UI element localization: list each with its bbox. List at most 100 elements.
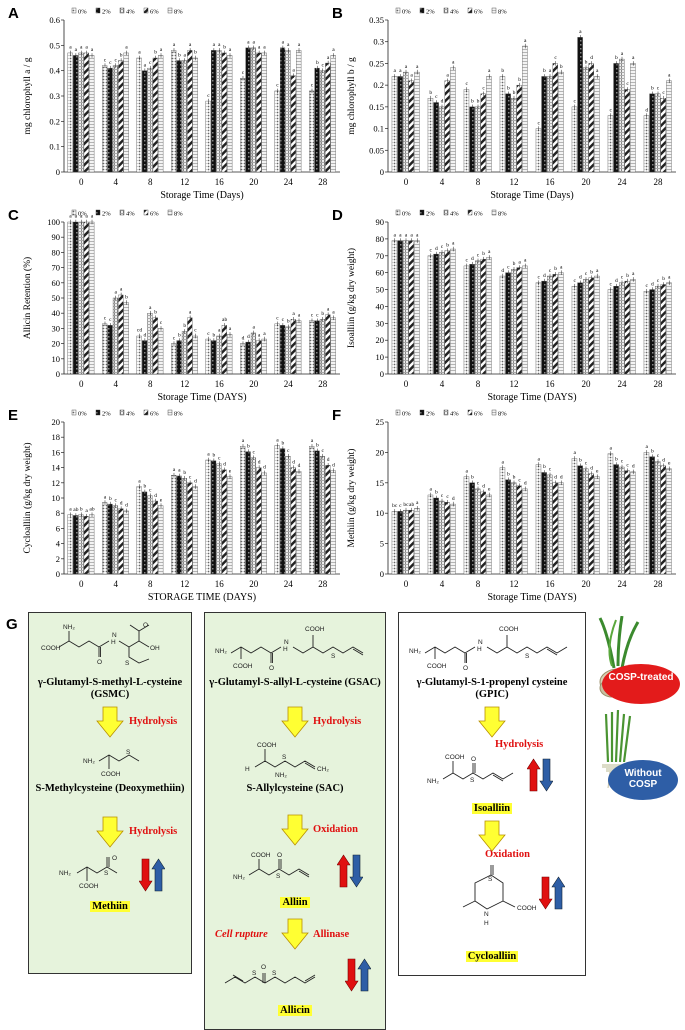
increase-decrease-arrows-icon (337, 854, 363, 888)
significance-letter: a (263, 331, 266, 337)
legend-label: 6% (474, 211, 483, 218)
x-tick-label: 8 (148, 579, 153, 589)
bar (89, 221, 95, 375)
significance-letter: d (579, 275, 582, 281)
legend-swatch (119, 409, 125, 416)
bar (83, 52, 89, 173)
significance-letter: d (662, 457, 665, 463)
significance-letter: b (321, 311, 324, 317)
legend-swatch (443, 7, 449, 14)
decrease-increase-arrows-icon (139, 858, 165, 892)
significance-letter: d (645, 107, 648, 113)
y-tick-label: 30 (52, 323, 61, 333)
step-allinase: Allinase (313, 929, 350, 940)
significance-letter: d (327, 457, 330, 463)
significance-letter: d (292, 459, 295, 465)
bar (414, 240, 420, 375)
significance-letter: c (242, 70, 245, 76)
significance-letter: a (405, 232, 408, 238)
bar (296, 320, 302, 375)
bar (176, 60, 182, 173)
significance-letter: b (543, 68, 546, 74)
significance-letter: a (410, 73, 413, 79)
bar (83, 516, 89, 575)
legend-label: 0% (402, 9, 411, 16)
significance-letter: c (149, 487, 152, 493)
bar (245, 47, 251, 173)
gpic-title: γ-Glutamyl-S-1-propenyl cysteine (GPIC) (416, 677, 568, 700)
atom-label: S (331, 653, 336, 660)
bar (314, 67, 320, 173)
legend-label: 2% (102, 9, 111, 16)
atom-label: NH₂ (275, 772, 287, 779)
bar (216, 335, 222, 375)
significance-letter: c (507, 264, 510, 270)
gsmc-title: γ-Glutamyl-S-methyl-L-cysteine (GSMC) (37, 677, 183, 700)
legend-label: 6% (474, 9, 483, 16)
gsac-structure: NH₂ COOH O H N COOH S (215, 626, 364, 672)
bar (285, 326, 291, 375)
legend-swatch (167, 409, 173, 416)
x-tick-label: 20 (249, 379, 259, 389)
bar (280, 448, 286, 575)
atom-label: OH (150, 645, 160, 652)
arrow-down-icon (478, 706, 506, 738)
atom-label: COOH (427, 663, 447, 670)
significance-letter: a (75, 47, 78, 53)
bar (102, 502, 108, 575)
decrease-increase-arrows-icon (345, 958, 371, 992)
bar (607, 289, 614, 375)
x-tick-label: 12 (180, 379, 189, 389)
significance-letter: c (657, 86, 660, 92)
bar (261, 338, 267, 375)
bar (67, 514, 73, 575)
significance-letter: a (399, 68, 402, 74)
bar (314, 320, 320, 375)
atom-label: N (284, 639, 289, 646)
significance-letter: c (610, 107, 613, 113)
bar (142, 491, 148, 575)
bar (643, 452, 650, 575)
significance-letter: a (282, 40, 285, 46)
bar (414, 508, 420, 575)
bar (89, 514, 95, 575)
bar (192, 57, 198, 173)
significance-letter: b (143, 484, 146, 490)
bar (112, 297, 119, 375)
bar (192, 486, 198, 575)
legend-swatch (491, 409, 497, 416)
significance-letter: b (154, 309, 157, 315)
significance-letter: e (160, 497, 163, 503)
y-axis-title: mg chlorophyll b / g (347, 57, 357, 135)
significance-letter: c (253, 449, 256, 455)
significance-letter: b (501, 68, 504, 74)
significance-letter: a (488, 249, 491, 255)
bar (261, 52, 267, 173)
y-tick-label: 100 (47, 217, 60, 227)
chart-panel-a: A 0% 2% 4% 6% 8% 0 0.1 0.2 0.3 0.4 0.5 0.6 mg chlorop… (8, 5, 340, 201)
legend-label: 4% (126, 211, 135, 218)
significance-letter: d (247, 334, 250, 340)
bar (285, 50, 291, 173)
panel-letter: E (8, 407, 18, 424)
significance-letter: a (621, 51, 624, 57)
legend-label: 2% (426, 411, 435, 418)
legend-label: 8% (174, 211, 183, 218)
x-tick-label: 12 (180, 177, 189, 187)
significance-letter: a (69, 214, 72, 220)
bar (444, 502, 450, 575)
cosp-treated-label: COSP-treated (600, 672, 682, 683)
bar (594, 476, 600, 575)
legend-swatch (419, 409, 425, 416)
methiin-label: Methiin (29, 901, 191, 913)
y-tick-label: 10 (376, 352, 385, 362)
significance-letter: b (316, 443, 319, 449)
bar (245, 341, 251, 375)
bar (136, 57, 142, 173)
significance-letter: b (194, 50, 197, 56)
without-cosp-badge (608, 760, 678, 800)
significance-letter: a (632, 271, 635, 277)
bar (655, 286, 661, 375)
significance-letter: c (316, 313, 319, 319)
pathway-box-methiin: NH₂ COOH O H N OH S O γ-Glutamyl-S-methy… (28, 612, 192, 974)
